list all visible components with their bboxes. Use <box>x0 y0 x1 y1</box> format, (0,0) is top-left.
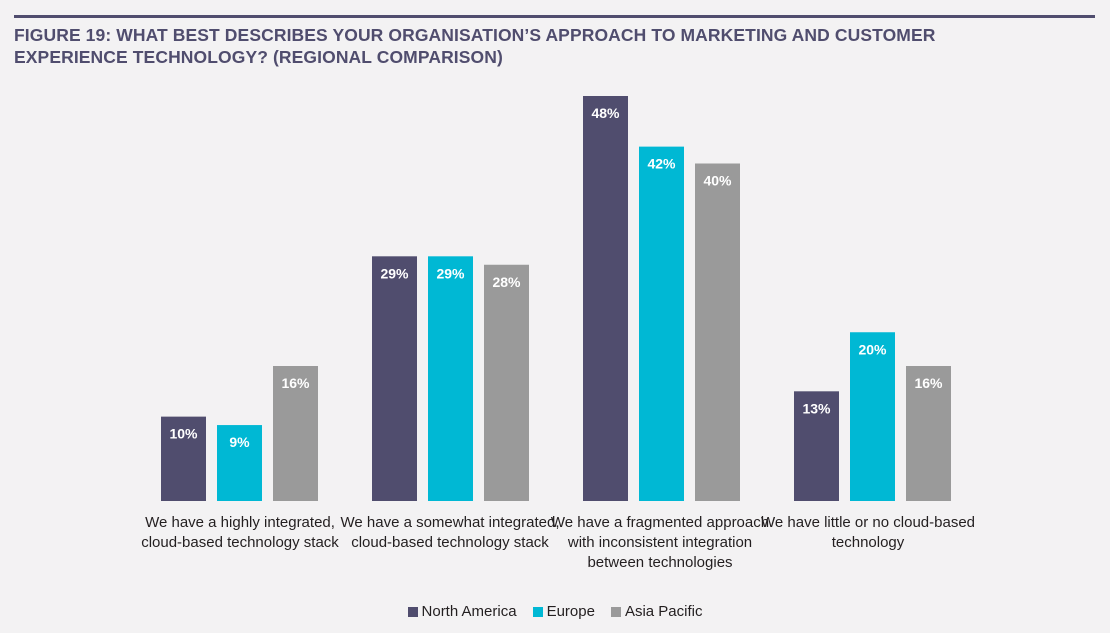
data-label: 42% <box>647 156 676 172</box>
bar-north-america <box>583 96 628 501</box>
title-rule <box>14 15 1095 18</box>
data-label: 29% <box>380 265 409 281</box>
category-label: We have a fragmented approach with incon… <box>550 514 770 571</box>
chart-title: FIGURE 19: WHAT BEST DESCRIBES YOUR ORGA… <box>14 25 936 67</box>
category-label: We have a highly integrated, cloud-based… <box>141 514 339 551</box>
bar-north-america <box>372 256 417 501</box>
bar-europe <box>428 256 473 501</box>
category-label: We have little or no cloud-based technol… <box>760 514 975 551</box>
legend-label: Asia Pacific <box>624 603 703 620</box>
data-label: 40% <box>703 173 732 189</box>
legend-swatch <box>610 606 621 617</box>
data-label: 28% <box>492 274 521 290</box>
legend-swatch <box>407 606 418 617</box>
bar-asia-pacific <box>484 264 529 501</box>
bar-north-america <box>161 416 206 501</box>
category-label: We have a somewhat integrated, cloud-bas… <box>340 514 560 551</box>
legend-item-europe: Europe <box>532 603 595 620</box>
bar-asia-pacific <box>906 366 951 501</box>
legend-label: Europe <box>546 603 595 620</box>
legend-swatch <box>532 606 543 617</box>
bar-north-america <box>794 391 839 501</box>
bar-europe <box>639 146 684 501</box>
data-label: 13% <box>802 400 831 416</box>
legend-item-north-america: North America <box>407 603 517 620</box>
legend: North America Europe Asia Pacific <box>0 603 1110 620</box>
bar-europe <box>217 425 262 501</box>
bar-asia-pacific <box>273 366 318 501</box>
legend-item-asia-pacific: Asia Pacific <box>610 603 703 620</box>
data-label: 29% <box>436 265 465 281</box>
bar-asia-pacific <box>695 163 740 501</box>
bar-europe <box>850 332 895 501</box>
data-label: 48% <box>591 105 620 121</box>
data-label: 16% <box>281 375 310 391</box>
data-label: 20% <box>858 341 887 357</box>
legend-label: North America <box>421 603 517 620</box>
data-label: 9% <box>229 434 250 450</box>
data-label: 16% <box>914 375 943 391</box>
data-label: 10% <box>169 426 198 442</box>
